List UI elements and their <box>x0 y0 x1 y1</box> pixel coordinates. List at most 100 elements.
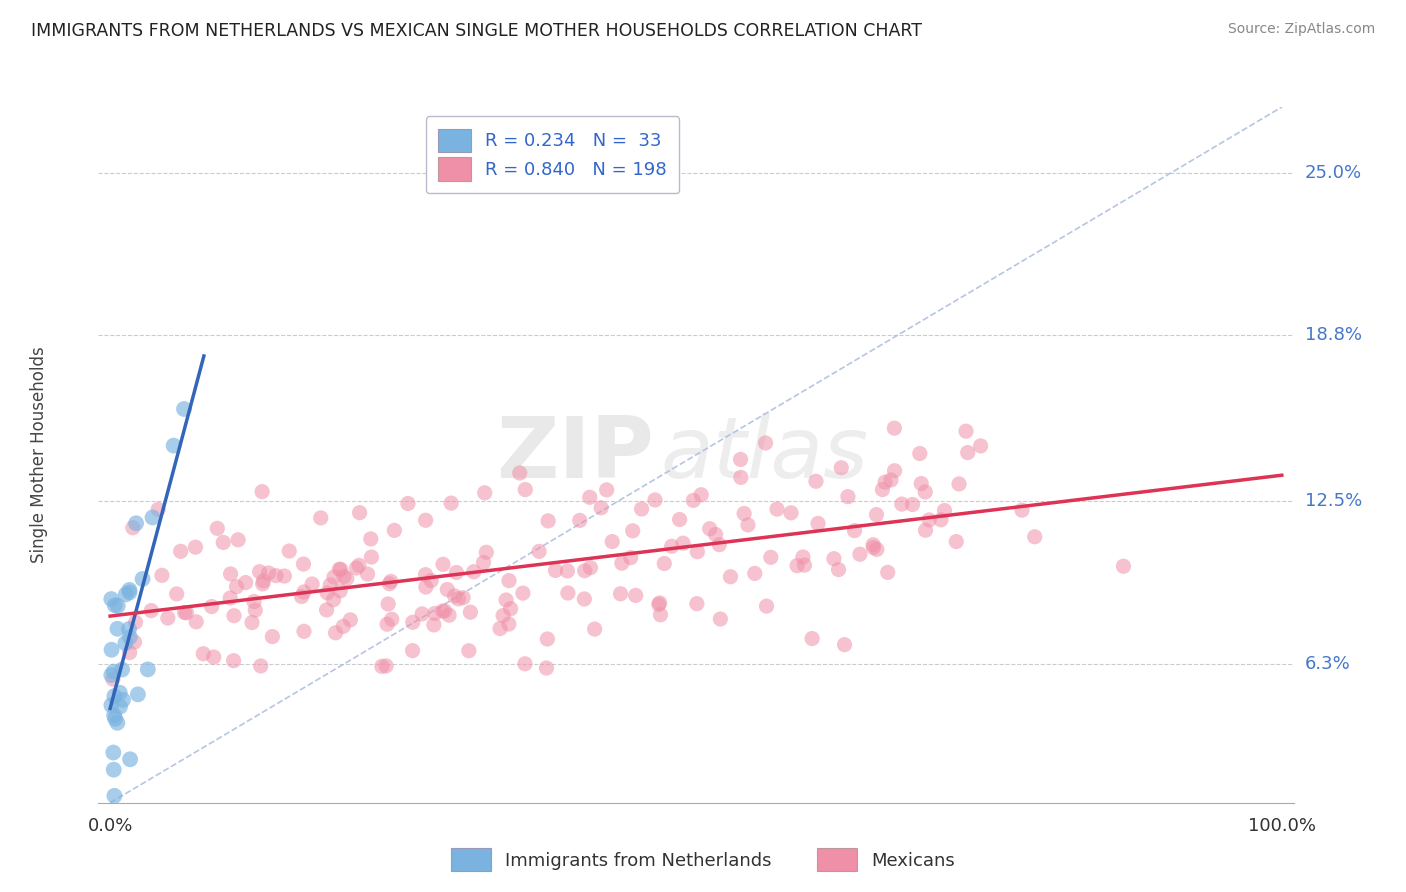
Point <box>193 647 215 661</box>
Point <box>744 566 766 581</box>
Point <box>184 540 207 554</box>
Point <box>557 586 579 600</box>
Point <box>380 574 402 589</box>
Point <box>648 598 671 612</box>
Point <box>733 507 755 521</box>
Point <box>127 687 149 701</box>
Point <box>682 493 704 508</box>
Point <box>536 661 558 675</box>
Text: atlas: atlas <box>661 413 868 497</box>
Point <box>381 612 404 626</box>
Point <box>837 490 859 504</box>
Point <box>202 650 225 665</box>
Point <box>104 712 127 726</box>
Point <box>222 654 245 668</box>
Point <box>240 615 263 630</box>
Point <box>737 517 759 532</box>
Point <box>118 630 141 644</box>
Point <box>329 583 352 598</box>
Point <box>264 568 287 582</box>
Point <box>401 643 423 657</box>
Point <box>443 589 465 603</box>
Point <box>686 597 709 611</box>
Point <box>176 606 198 620</box>
Text: Source: ZipAtlas.com: Source: ZipAtlas.com <box>1227 22 1375 37</box>
Point <box>890 497 912 511</box>
Point <box>108 686 131 700</box>
Point <box>807 516 830 531</box>
Point <box>103 789 125 803</box>
Point <box>686 545 709 559</box>
Point <box>319 578 342 592</box>
Point <box>1112 559 1135 574</box>
Point <box>249 659 271 673</box>
Point <box>793 558 815 573</box>
Point <box>156 611 179 625</box>
Point <box>226 533 249 547</box>
Point <box>499 601 522 615</box>
Point <box>648 596 671 610</box>
Point <box>100 698 122 713</box>
Point <box>219 566 242 581</box>
Point <box>103 763 125 777</box>
Point <box>544 563 567 577</box>
Point <box>142 510 165 524</box>
Point <box>754 436 776 450</box>
Point <box>883 464 905 478</box>
Point <box>423 607 446 621</box>
Text: 25.0%: 25.0% <box>1305 163 1362 182</box>
Point <box>672 536 695 550</box>
Point <box>872 483 894 497</box>
Point <box>222 608 245 623</box>
Point <box>513 657 536 671</box>
Point <box>103 708 125 723</box>
Text: 18.8%: 18.8% <box>1305 326 1361 344</box>
Point <box>432 558 454 572</box>
Point <box>316 586 339 600</box>
Point <box>492 608 515 623</box>
Point <box>173 606 195 620</box>
Point <box>652 557 675 571</box>
Point <box>323 570 346 584</box>
Point <box>103 689 125 703</box>
Point <box>101 672 124 686</box>
Point <box>1011 503 1033 517</box>
Point <box>709 612 731 626</box>
Point <box>720 570 742 584</box>
Point <box>579 560 602 574</box>
Point <box>118 582 141 597</box>
Point <box>610 556 633 570</box>
Point <box>969 439 991 453</box>
Point <box>415 580 437 594</box>
Point <box>245 603 267 617</box>
Point <box>901 498 924 512</box>
Point <box>474 486 496 500</box>
Point <box>252 574 274 588</box>
Point <box>315 603 337 617</box>
Point <box>107 622 129 636</box>
Point <box>356 567 378 582</box>
Point <box>574 564 596 578</box>
Point <box>423 618 446 632</box>
Point <box>377 597 399 611</box>
Legend: R = 0.234   N =  33, R = 0.840   N = 198: R = 0.234 N = 33, R = 0.840 N = 198 <box>426 116 679 194</box>
Point <box>866 542 889 557</box>
Point <box>201 599 224 614</box>
Point <box>876 566 898 580</box>
Point <box>162 439 184 453</box>
Point <box>273 569 295 583</box>
Point <box>873 475 896 490</box>
Point <box>118 585 141 599</box>
Point <box>104 599 127 613</box>
Point <box>709 538 731 552</box>
Point <box>948 477 970 491</box>
Point <box>489 622 512 636</box>
Point <box>446 566 468 580</box>
Point <box>249 565 271 579</box>
Point <box>595 483 617 497</box>
Point <box>730 470 752 484</box>
Point <box>929 513 952 527</box>
Point <box>620 550 643 565</box>
Point <box>349 506 371 520</box>
Point <box>621 524 644 538</box>
